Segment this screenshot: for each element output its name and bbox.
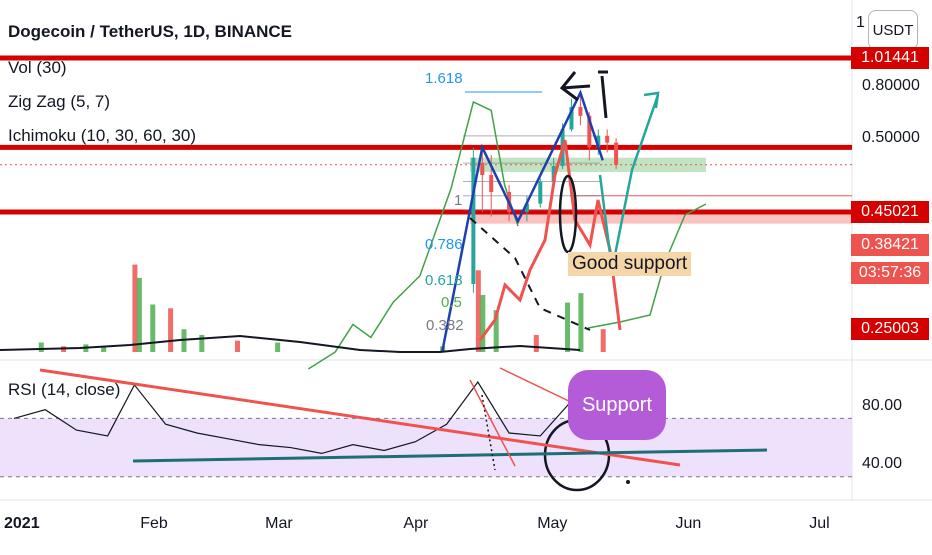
fib-dash-line bbox=[469, 217, 591, 331]
ichimoku-lagging-line bbox=[307, 100, 519, 370]
price-tag-countdown: 03:57:36 bbox=[851, 262, 929, 284]
price-tag-level-low: 0.25003 bbox=[851, 318, 929, 340]
candle-body bbox=[480, 163, 485, 176]
teal-projection-path bbox=[598, 94, 660, 271]
price-tag-last: 0.38421 bbox=[851, 234, 929, 256]
time-axis-tick: Jun bbox=[675, 515, 701, 532]
rsi-indicator-label[interactable]: RSI (14, close) bbox=[8, 380, 121, 399]
candle-body bbox=[569, 106, 574, 130]
support-zone bbox=[470, 157, 706, 172]
price-axis-tick: 0.80000 bbox=[862, 77, 920, 94]
rsi-resistance-line bbox=[39, 368, 681, 467]
currency-selector[interactable]: USDT bbox=[868, 10, 918, 50]
time-axis-tick: Apr bbox=[403, 515, 429, 532]
candle-body bbox=[489, 175, 494, 193]
ichimoku-lead-line bbox=[587, 203, 707, 329]
volume-bar bbox=[199, 334, 205, 352]
time-axis-tick: Jul bbox=[809, 515, 829, 532]
candle-body bbox=[605, 135, 610, 143]
fib-label-0786: 0.786 bbox=[425, 236, 463, 253]
rsi-red-short-1 bbox=[469, 379, 516, 467]
time-axis-tick: 2021 bbox=[4, 515, 40, 532]
red-projection-path bbox=[478, 139, 622, 341]
volume-bar bbox=[235, 340, 240, 352]
rsi-axis-tick: 80.00 bbox=[862, 397, 902, 414]
candle-body bbox=[538, 181, 543, 204]
zigzag-indicator-label[interactable]: Zig Zag (5, 7) bbox=[8, 92, 111, 111]
small-dot-mark bbox=[626, 480, 630, 484]
volume-bar bbox=[600, 329, 606, 352]
volume-bar bbox=[132, 264, 138, 352]
volume-bar bbox=[493, 310, 499, 352]
candle-body bbox=[596, 135, 601, 148]
chart-title[interactable]: Dogecoin / TetherUS, 1D, BINANCE bbox=[8, 22, 292, 41]
candle-body bbox=[551, 166, 556, 182]
fib-label-1: 1 bbox=[454, 192, 463, 209]
axis-layer: 0.80000 0.50000 80.00 40.00 2021 Feb Mar Apr May… bbox=[4, 77, 920, 532]
fib-label-1618: 1.618 bbox=[425, 70, 463, 87]
rsi-layer bbox=[13, 380, 617, 455]
volume-bar bbox=[565, 302, 571, 352]
time-axis-tick: Mar bbox=[265, 515, 293, 532]
fib-label-05: 0.5 bbox=[441, 294, 462, 311]
zigzag-line bbox=[440, 89, 604, 353]
time-axis-tick: Feb bbox=[140, 515, 168, 532]
fib-label-0382: 0.382 bbox=[426, 317, 464, 334]
axis-top-tick: 1 bbox=[856, 14, 865, 31]
drawing-layer bbox=[0, 70, 768, 492]
candle-body bbox=[578, 106, 583, 116]
volume-bar bbox=[533, 334, 539, 352]
low-zone bbox=[470, 214, 852, 224]
price-axis-tick: 0.50000 bbox=[862, 129, 920, 146]
candle-body bbox=[614, 142, 619, 165]
vol-indicator-label[interactable]: Vol (30) bbox=[8, 58, 67, 77]
rsi-line bbox=[13, 380, 617, 455]
hand-drawn-arrow-mark bbox=[559, 70, 608, 119]
ichimoku-layer bbox=[307, 100, 707, 370]
rsi-axis-tick: 40.00 bbox=[862, 455, 902, 472]
time-axis-tick: May bbox=[537, 515, 567, 532]
price-tag-level-mid: 0.45021 bbox=[851, 201, 929, 223]
candle-body bbox=[587, 115, 592, 148]
volume-bar bbox=[101, 346, 107, 352]
level-layer bbox=[0, 55, 852, 224]
zigzag-layer bbox=[440, 89, 604, 353]
ichimoku-indicator-label[interactable]: Ichimoku (10, 30, 60, 30) bbox=[8, 126, 197, 145]
volume-bar bbox=[136, 277, 142, 352]
volume-bar bbox=[578, 293, 584, 352]
rsi-support-line bbox=[132, 448, 768, 463]
teal-arrow-head bbox=[643, 91, 660, 109]
volume-bar bbox=[150, 304, 156, 352]
volume-bar bbox=[275, 342, 281, 352]
support-bubble[interactable]: Support bbox=[568, 370, 666, 440]
candle-body bbox=[524, 203, 529, 213]
price-tag-level-top: 1.01441 bbox=[851, 47, 929, 69]
volume-bar bbox=[38, 342, 44, 352]
volume-bar bbox=[480, 295, 486, 352]
volume-bar bbox=[168, 308, 174, 352]
fib-label-0618: 0.618 bbox=[425, 272, 463, 289]
volume-bar bbox=[475, 270, 481, 352]
ma-volume-line bbox=[0, 334, 581, 353]
good-support-note[interactable]: Good support bbox=[568, 252, 692, 276]
